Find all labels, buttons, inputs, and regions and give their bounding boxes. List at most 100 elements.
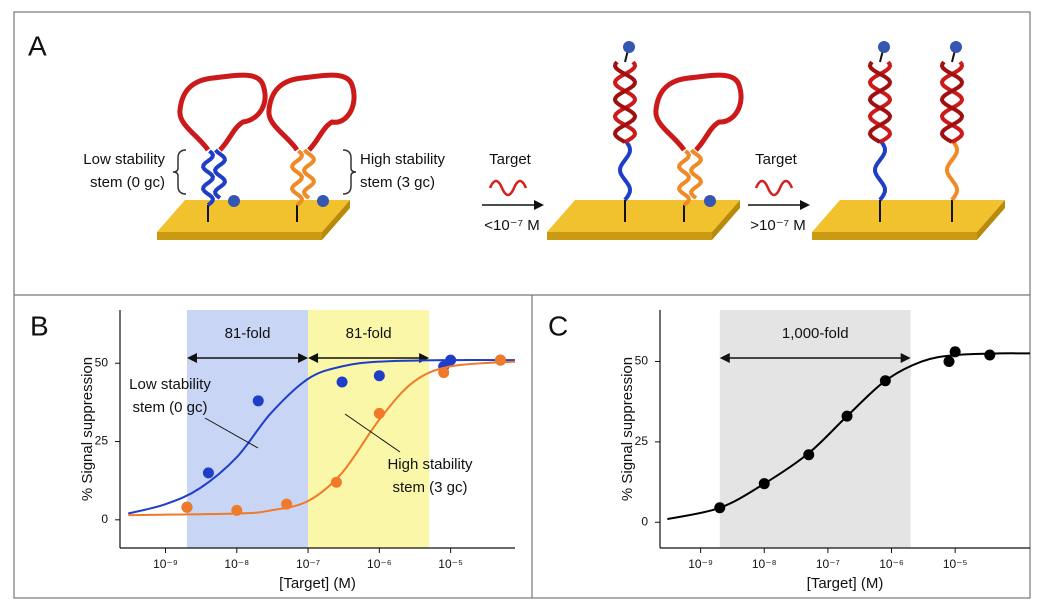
redox-tag bbox=[228, 195, 240, 207]
redox-tag bbox=[950, 41, 962, 53]
step-condition: <10⁻⁷ M bbox=[484, 217, 539, 234]
fit-curve bbox=[667, 352, 1031, 521]
platform-edge bbox=[157, 232, 322, 240]
data-point bbox=[373, 370, 385, 382]
helix-strand bbox=[867, 60, 893, 144]
data-point bbox=[373, 407, 385, 419]
arrowhead bbox=[308, 353, 319, 363]
platform bbox=[812, 200, 1005, 232]
brace bbox=[172, 149, 187, 195]
data-point bbox=[438, 367, 450, 379]
stem-strand bbox=[289, 149, 305, 207]
step-label: Target bbox=[755, 151, 798, 168]
platform-edge bbox=[812, 232, 977, 240]
brace bbox=[342, 149, 357, 195]
series-annotation: stem (0 gc) bbox=[132, 399, 207, 416]
x-tick-label: 10⁻⁵ bbox=[943, 557, 968, 571]
series-annotation: High stability bbox=[387, 456, 473, 473]
series-annotation: Low stability bbox=[129, 376, 211, 393]
shaded-range bbox=[308, 310, 430, 548]
data-point bbox=[336, 376, 348, 388]
stem-strand bbox=[200, 149, 216, 207]
platform-edge bbox=[547, 232, 712, 240]
y-tick-label: 50 bbox=[635, 354, 649, 368]
panel-label: B bbox=[30, 310, 49, 341]
target-strand bbox=[754, 179, 794, 197]
platform-edge bbox=[712, 200, 740, 240]
y-tick-label: 0 bbox=[101, 512, 108, 526]
stem-strand bbox=[688, 148, 704, 200]
annotation-pointer bbox=[344, 413, 401, 453]
redox-tag bbox=[317, 195, 329, 207]
arrowhead bbox=[298, 353, 309, 363]
data-point bbox=[841, 410, 853, 422]
data-point bbox=[758, 478, 770, 490]
x-tick-label: 10⁻⁹ bbox=[688, 557, 713, 571]
stem-label: Low stability bbox=[83, 151, 165, 168]
data-point bbox=[281, 498, 293, 510]
redox-tag bbox=[704, 195, 716, 207]
series-annotation: stem (3 gc) bbox=[392, 479, 467, 496]
stem-strand bbox=[872, 138, 888, 202]
arrowhead bbox=[186, 353, 197, 363]
molecules bbox=[177, 41, 965, 222]
shaded-range bbox=[719, 310, 911, 548]
step-condition: >10⁻⁷ M bbox=[750, 217, 805, 234]
x-tick-label: 10⁻⁷ bbox=[816, 557, 840, 571]
data-point bbox=[202, 467, 214, 479]
data-point bbox=[445, 354, 457, 366]
x-tick-label: 10⁻⁶ bbox=[367, 557, 392, 571]
data-point bbox=[949, 346, 961, 358]
stem-label: stem (3 gc) bbox=[360, 174, 435, 191]
data-point bbox=[494, 354, 506, 366]
x-tick-label: 10⁻⁶ bbox=[879, 557, 904, 571]
x-tick-label: 10⁻⁹ bbox=[153, 557, 178, 571]
stem-label: stem (0 gc) bbox=[90, 174, 165, 191]
helix-strand bbox=[612, 60, 638, 144]
y-axis-label: % Signal suppression bbox=[619, 357, 636, 501]
arrowhead bbox=[719, 353, 730, 363]
range-label: 81-fold bbox=[346, 325, 392, 342]
y-tick-label: 50 bbox=[95, 355, 109, 369]
redox-tag bbox=[623, 41, 635, 53]
panel-label: A bbox=[28, 30, 47, 61]
redox-tag bbox=[878, 41, 890, 53]
stem-strand bbox=[212, 148, 228, 200]
data-point bbox=[181, 501, 193, 513]
annotation-pointer bbox=[204, 417, 259, 449]
arrowhead bbox=[800, 200, 810, 210]
stem-strand bbox=[944, 138, 960, 202]
x-tick-label: 10⁻⁷ bbox=[296, 557, 320, 571]
step-label: Target bbox=[489, 151, 532, 168]
x-axis-label: [Target] (M) bbox=[279, 575, 356, 592]
loop bbox=[653, 72, 744, 152]
y-tick-label: 0 bbox=[641, 514, 648, 528]
y-tick-label: 25 bbox=[95, 434, 109, 448]
x-tick-label: 10⁻⁸ bbox=[752, 557, 777, 571]
arrowhead bbox=[900, 353, 911, 363]
data-point bbox=[803, 449, 815, 461]
x-tick-label: 10⁻⁵ bbox=[438, 557, 463, 571]
range-label: 1,000-fold bbox=[782, 325, 849, 342]
helix-strand bbox=[612, 60, 638, 144]
y-tick-label: 25 bbox=[635, 434, 649, 448]
fit-curve bbox=[127, 358, 516, 515]
helix-strand bbox=[867, 60, 893, 144]
data-point bbox=[984, 349, 996, 361]
platforms bbox=[157, 200, 1005, 240]
panel-label: C bbox=[548, 310, 568, 341]
loop bbox=[266, 72, 357, 152]
data-point bbox=[879, 375, 891, 387]
stem-label: High stability bbox=[360, 151, 446, 168]
platform-edge bbox=[322, 200, 350, 240]
loop bbox=[177, 72, 268, 152]
range-label: 81-fold bbox=[225, 325, 271, 342]
platform bbox=[157, 200, 350, 232]
helix-strand bbox=[939, 60, 965, 144]
data-point bbox=[714, 502, 726, 514]
data-point bbox=[330, 476, 342, 488]
data-point bbox=[231, 504, 243, 516]
data-point bbox=[943, 355, 955, 367]
y-axis-label: % Signal suppression bbox=[79, 357, 96, 501]
